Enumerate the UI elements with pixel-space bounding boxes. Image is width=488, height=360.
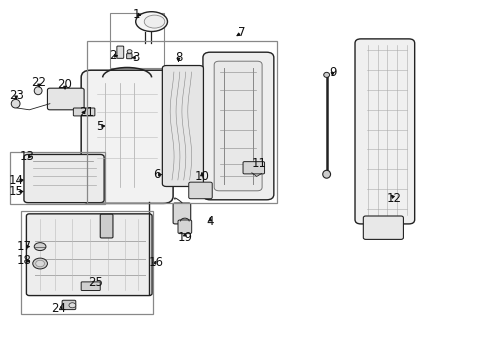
FancyBboxPatch shape [26,214,152,296]
FancyBboxPatch shape [243,162,264,174]
FancyBboxPatch shape [173,203,190,224]
FancyBboxPatch shape [126,54,132,59]
Text: 14: 14 [9,174,23,186]
Ellipse shape [144,15,164,28]
Ellipse shape [34,243,46,251]
Ellipse shape [33,258,47,269]
FancyBboxPatch shape [62,300,76,310]
Bar [110,13,163,68]
FancyBboxPatch shape [81,282,100,291]
Text: 2: 2 [108,49,116,62]
Text: 1: 1 [133,8,141,21]
FancyBboxPatch shape [47,88,84,110]
Text: 25: 25 [88,276,103,289]
Text: 3: 3 [132,51,140,64]
FancyBboxPatch shape [81,70,173,203]
Text: 15: 15 [9,185,23,198]
Text: 18: 18 [17,255,32,267]
Text: 22: 22 [32,76,46,89]
FancyBboxPatch shape [354,39,414,224]
FancyBboxPatch shape [203,52,273,200]
Text: 7: 7 [238,26,245,39]
Text: 6: 6 [152,168,160,181]
FancyBboxPatch shape [214,61,262,191]
Text: 4: 4 [206,215,214,228]
Text: 9: 9 [328,66,336,78]
FancyBboxPatch shape [178,220,191,234]
Ellipse shape [323,72,329,77]
Text: 16: 16 [149,256,163,269]
Bar [10,152,105,204]
Text: 13: 13 [20,150,34,163]
Ellipse shape [69,303,76,308]
Text: 12: 12 [386,192,401,204]
Ellipse shape [36,260,44,267]
Text: 19: 19 [177,231,192,244]
Ellipse shape [127,50,132,53]
Text: 20: 20 [58,78,72,91]
Text: 8: 8 [174,51,182,64]
Bar [86,41,277,203]
Text: 11: 11 [251,157,266,170]
Ellipse shape [34,87,42,95]
FancyBboxPatch shape [100,214,113,238]
Ellipse shape [11,99,20,108]
FancyBboxPatch shape [162,66,203,186]
FancyBboxPatch shape [73,108,95,116]
Text: 23: 23 [9,89,23,102]
FancyBboxPatch shape [188,182,212,199]
Text: 5: 5 [96,120,104,132]
Text: 17: 17 [17,240,32,253]
Text: 24: 24 [51,302,66,315]
Ellipse shape [322,170,330,178]
Text: 10: 10 [194,170,209,183]
FancyBboxPatch shape [117,46,123,58]
Text: 21: 21 [80,106,94,119]
FancyBboxPatch shape [24,154,104,203]
FancyBboxPatch shape [363,216,403,239]
Bar [20,211,152,314]
Ellipse shape [136,12,167,31]
